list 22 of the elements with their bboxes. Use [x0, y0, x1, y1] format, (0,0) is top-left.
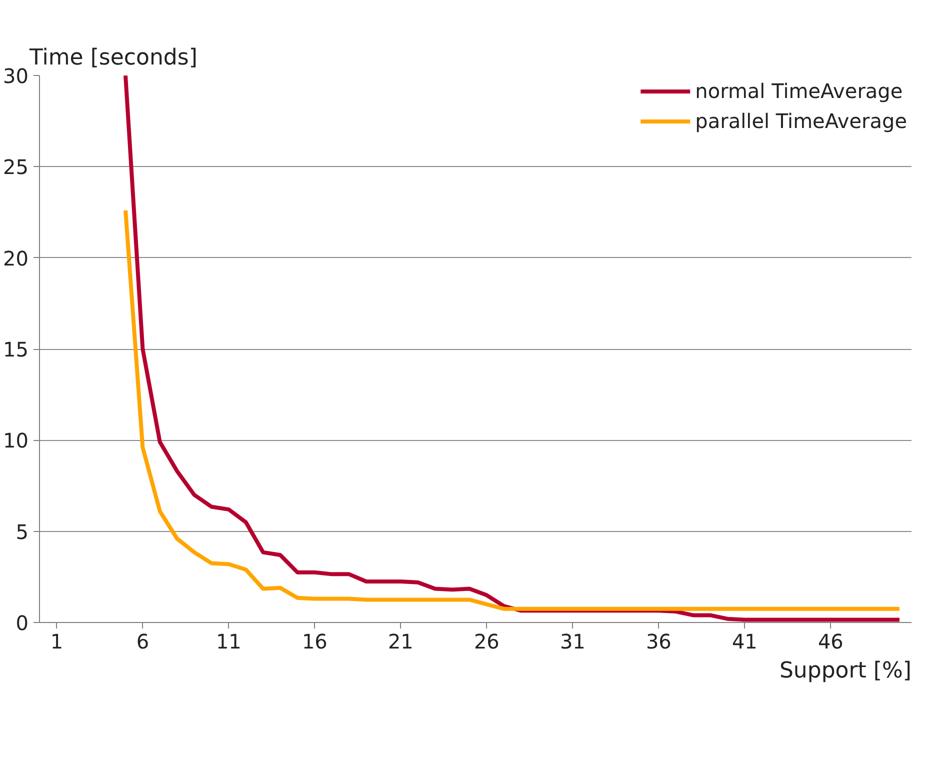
- legend-label: parallel TimeAverage: [695, 109, 907, 133]
- x-tick-label: 21: [388, 630, 414, 654]
- x-tick-label: 16: [302, 630, 328, 654]
- x-tick-label: 31: [560, 630, 586, 654]
- x-tick-label: 11: [216, 630, 242, 654]
- line-series: [123, 208, 902, 611]
- x-tick-label: 41: [732, 630, 758, 654]
- y-tick-label: 20: [3, 246, 29, 270]
- legend-label: normal TimeAverage: [695, 79, 903, 103]
- y-tick-label: 10: [3, 428, 29, 453]
- x-axis-title: Support [%]: [779, 658, 912, 684]
- x-tick-label: 1: [50, 630, 64, 654]
- y-tick-label: 15: [3, 338, 29, 362]
- y-tick-label: 30: [3, 64, 29, 88]
- y-tick-label: 25: [3, 155, 29, 180]
- x-tick-label: 36: [646, 630, 672, 654]
- y-tick-label: 0: [16, 611, 29, 635]
- y-axis-title: Time [seconds]: [28, 46, 198, 70]
- y-tick-label: 5: [16, 520, 29, 544]
- x-tick-label: 46: [818, 630, 844, 654]
- x-tick-label: 6: [136, 630, 150, 654]
- x-tick-label: 26: [474, 630, 500, 654]
